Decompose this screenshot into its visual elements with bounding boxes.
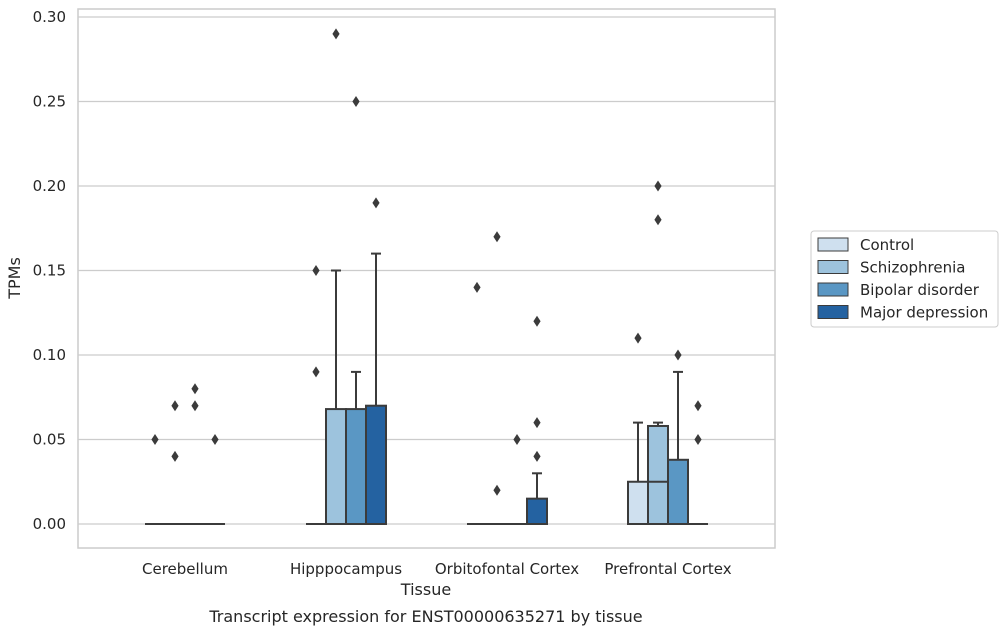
x-axis-label: Tissue [400, 580, 451, 599]
box-rect [526, 497, 548, 525]
outlier-point [654, 180, 662, 192]
outlier-point [171, 400, 179, 412]
outlier-point [372, 197, 380, 209]
outlier-point [694, 400, 702, 412]
gridlines [78, 16, 775, 525]
outlier-point [191, 383, 199, 395]
box-rect [647, 424, 669, 526]
box-bipolar-disorder [507, 434, 527, 525]
outlier-point [191, 400, 199, 412]
outlier-point [211, 434, 219, 445]
y-tick-label: 0.10 [33, 346, 66, 364]
box-major-depression [365, 197, 387, 526]
box-major-depression [526, 315, 548, 525]
box-bipolar-disorder [345, 96, 367, 525]
y-tick-label: 0.20 [33, 177, 66, 195]
box-major-depression [205, 434, 225, 525]
legend-swatch [817, 260, 849, 274]
plot-area-frame [77, 8, 776, 549]
chart-title: Transcript expression for ENST0000063527… [208, 607, 642, 626]
outlier-point [312, 366, 320, 378]
x-tick-label: Orbitofontal Cortex [435, 560, 579, 578]
outlier-point [533, 450, 541, 462]
box-control [306, 265, 326, 525]
legend-label: Major depression [860, 304, 988, 322]
outlier-point [312, 265, 320, 276]
x-axis-ticks: Cerebellum Hipppocampus Orbitofontal Corte… [142, 560, 732, 578]
x-tick-label: Cerebellum [142, 560, 228, 578]
box-schizophrenia [647, 180, 669, 526]
box-control [467, 281, 487, 525]
legend-label: Schizophrenia [860, 259, 965, 277]
outlier-point [533, 315, 541, 327]
legend-swatch [817, 237, 849, 252]
outlier-point [493, 484, 501, 496]
x-tick-label: Hipppocampus [290, 560, 402, 578]
outlier-point [493, 231, 501, 243]
outlier-point [171, 450, 179, 462]
box-major-depression [688, 400, 708, 525]
legend-swatch [817, 305, 849, 319]
legend-label: Control [860, 236, 914, 254]
y-tick-label: 0.15 [33, 262, 66, 280]
legend-frame [810, 230, 999, 328]
box-rect [345, 408, 367, 525]
outlier-point [332, 28, 340, 40]
legend-label: Bipolar disorder [860, 281, 980, 299]
boxes [145, 28, 708, 526]
box-schizophrenia [487, 231, 507, 525]
outlier-point [533, 417, 541, 429]
y-tick-label: 0.30 [33, 8, 66, 26]
outlier-point [634, 332, 642, 344]
outlier-point [352, 96, 360, 107]
x-tick-label: Prefrontal Cortex [604, 560, 731, 578]
box-schizophrenia [165, 400, 185, 525]
y-axis-label: TPMs [5, 257, 24, 300]
box-schizophrenia [325, 28, 347, 525]
box-rect [627, 480, 649, 525]
box-bipolar-disorder [667, 349, 689, 525]
legend-swatch [817, 282, 849, 297]
box-rect [325, 408, 347, 525]
y-axis-ticks: 0.00 0.05 0.10 0.15 0.20 0.25 0.30 [33, 8, 66, 533]
box-rect [667, 458, 689, 525]
box-control [627, 332, 649, 525]
box-bipolar-disorder [185, 383, 205, 525]
outlier-point [674, 349, 682, 361]
box-rect [365, 404, 387, 526]
box-control [145, 434, 165, 525]
outlier-point [654, 214, 662, 226]
y-tick-label: 0.05 [33, 431, 66, 449]
outlier-point [694, 434, 702, 445]
legend: Control Schizophrenia Bipolar disorder Majo… [810, 230, 999, 328]
outlier-point [151, 434, 159, 445]
outlier-point [473, 281, 481, 293]
outlier-point [513, 434, 521, 445]
y-tick-label: 0.00 [33, 515, 66, 533]
y-tick-label: 0.25 [33, 93, 66, 111]
